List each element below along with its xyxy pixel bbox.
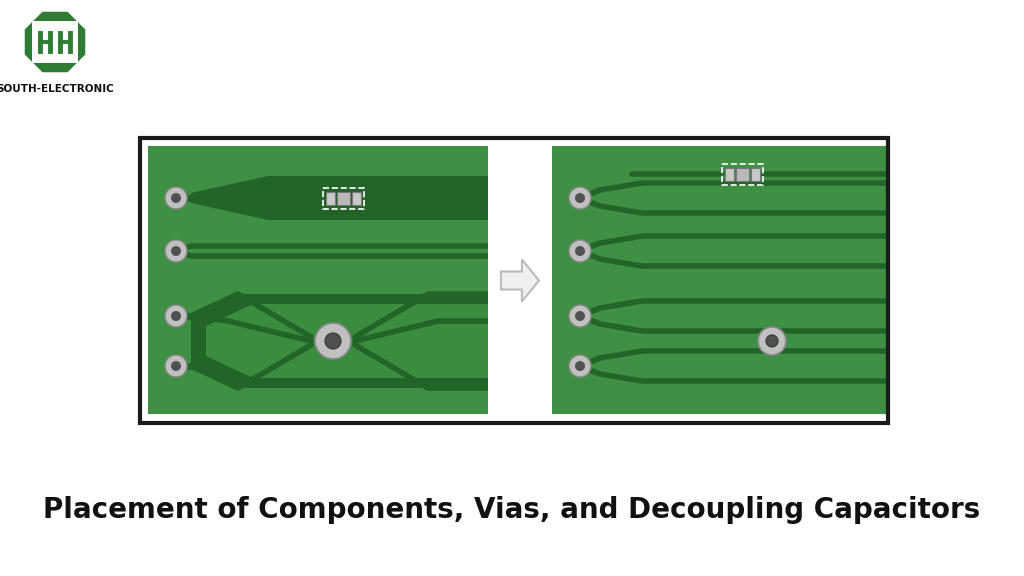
Bar (148, 146, 488, 414)
Circle shape (569, 240, 591, 262)
Polygon shape (191, 294, 488, 388)
Bar (337, 191, 349, 204)
Bar (751, 168, 760, 180)
Circle shape (171, 311, 181, 321)
Circle shape (575, 311, 585, 321)
Circle shape (569, 305, 591, 327)
Circle shape (575, 246, 585, 256)
Circle shape (575, 193, 585, 203)
Polygon shape (501, 260, 539, 301)
Text: SOUTH-ELECTRONIC: SOUTH-ELECTRONIC (0, 84, 114, 94)
Polygon shape (26, 13, 85, 71)
Bar (148, 146, 488, 414)
Polygon shape (191, 176, 488, 220)
Bar (552, 146, 887, 414)
Bar (140, 138, 888, 423)
Bar (725, 168, 733, 180)
Circle shape (575, 361, 585, 371)
Polygon shape (206, 304, 488, 378)
Bar (735, 168, 749, 180)
Circle shape (171, 361, 181, 371)
Circle shape (165, 240, 187, 262)
Circle shape (315, 323, 351, 359)
Bar (326, 191, 335, 204)
Circle shape (165, 355, 187, 377)
Circle shape (171, 193, 181, 203)
Bar (32, 21, 78, 63)
Bar (488, 140, 552, 421)
Bar (351, 191, 360, 204)
Circle shape (171, 246, 181, 256)
Bar (323, 188, 364, 209)
Circle shape (758, 327, 786, 355)
Circle shape (165, 187, 187, 209)
Circle shape (766, 335, 778, 347)
Bar (722, 164, 763, 184)
Circle shape (325, 333, 341, 349)
Circle shape (569, 187, 591, 209)
Bar (552, 146, 887, 414)
Text: Placement of Components, Vias, and Decoupling Capacitors: Placement of Components, Vias, and Decou… (43, 496, 981, 524)
Circle shape (165, 305, 187, 327)
Circle shape (569, 355, 591, 377)
